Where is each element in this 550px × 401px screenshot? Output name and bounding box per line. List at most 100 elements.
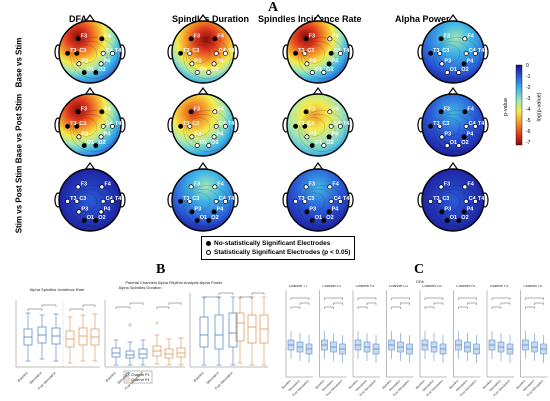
colorbar-tick-4: -4 [526,107,531,113]
electrode-f3 [188,184,194,190]
electrode-label: P4 [104,206,112,212]
electrode-label: O1 [87,215,94,221]
electrode-label: F4 [217,181,224,187]
electrode-f4 [212,109,218,115]
electrode-label: F3 [81,181,87,187]
electrode-label: T4 [343,196,350,202]
electrode-label: T4 [228,48,235,54]
panel-c-letter: C [414,262,425,277]
electrode-label: P3 [194,131,201,137]
contour-line [72,113,108,145]
significance-bracket [82,304,96,307]
significance-bracket [357,297,377,300]
box-b2-baseline-p3 [111,339,121,366]
electrode-label: T3 [70,196,76,202]
electrode-o2 [321,218,327,224]
electrode-label: F4 [217,106,224,112]
significance-bracket [218,292,234,295]
electrode-t4 [472,50,478,56]
electrode-label: F3 [194,106,200,112]
electrode-p3 [189,61,195,67]
electrode-f3 [438,36,444,42]
electrode-label: T3 [433,196,439,202]
contour-line [433,185,481,227]
electrode-label: O1 [200,140,207,146]
electrode-f3 [75,184,81,190]
significance-bracket [391,297,410,300]
electrode-o2 [321,70,327,76]
electrode-p3 [439,209,445,215]
electrode-label: C3 [307,196,314,202]
electrode-p4 [461,61,467,67]
contour-line [70,110,118,152]
electrode-p3 [76,209,82,215]
electrode-label: C3 [79,48,86,54]
electrode-o2 [93,70,99,76]
head-outline [58,93,122,157]
electrode-label: F3 [444,106,450,112]
outlier-point [155,321,159,325]
contour-line [298,110,346,152]
electrode-label: C4 [219,121,227,127]
electrode-t3 [428,50,434,56]
electrode-label: O2 [211,67,218,73]
electrode-label: P4 [217,131,225,137]
significance-bracket [433,302,444,305]
contour-line [433,37,481,79]
electrode-label: F3 [444,33,450,39]
electrode-label: O2 [98,215,105,221]
box-c5-0: Baseline [448,331,462,390]
topomap-r0-c3: F3 F4 C3 C4 P3 P4 O1 O2 T3 T4 [417,13,489,84]
electrode-label: C4 [106,196,114,202]
electrode-c3 [74,198,80,204]
electrode-label: O1 [87,140,94,146]
electrode-label: P3 [444,206,451,212]
electrode-label: F4 [332,181,339,187]
electrode-p3 [189,209,195,215]
legend-item-sig: Statistically Significant Electrodes (p … [206,248,350,257]
box-b1-post-p3 [51,313,61,362]
electrode-label: P3 [81,58,88,64]
significance-bracket [357,306,368,309]
head-outline [171,168,235,232]
legend-swatch-p4 [125,377,130,382]
electrode-label: P4 [217,206,225,212]
electrode-label: T4 [343,121,350,127]
electrode-label: F3 [194,181,200,187]
topomap-r2-c0: F3 F4 C3 C4 P3 P4 O1 O2 T3 T4 [54,161,126,232]
panel-b-xlabel-2-0: Baseline [193,371,205,383]
electrode-label: C3 [442,48,449,54]
electrode-label: O1 [315,140,322,146]
panel-c-xlabel: Baseline [415,379,426,390]
box-b1-stim-p4 [78,314,88,362]
electrode-label: P3 [444,58,451,64]
electrode-c3 [74,50,80,56]
electrode-label: O2 [211,215,218,221]
electrode-p4 [211,61,217,67]
electrode-o1 [444,218,450,224]
electrode-label: F4 [467,106,474,112]
box-b3-stim-p4 [247,296,257,366]
electrode-t4 [337,50,343,56]
electrode-p3 [189,134,195,140]
panel-b-group-title: Parietal Channels Alpha Rhythm Analysis [125,280,199,285]
electrode-t4 [337,123,343,129]
electrode-label: T4 [228,121,235,127]
electrode-t4 [109,50,115,56]
electrode-f3 [303,109,309,115]
electrode-label: F4 [332,33,339,39]
electrode-label: P4 [104,58,112,64]
electrode-o1 [309,143,315,149]
electrode-label: P4 [332,131,340,137]
electrode-label: C3 [307,48,314,54]
electrode-o2 [206,143,212,149]
electrode-label: F3 [309,181,315,187]
electrode-p4 [461,209,467,215]
panel-c-channel-title: Channel T8 [523,285,542,288]
electrode-p3 [304,61,310,67]
panel-c-xlabel: Baseline [448,379,459,390]
box-c6-0: Baseline [482,331,496,390]
electrode-o1 [444,70,450,76]
significance-bracket [69,308,84,311]
electrode-c3 [74,123,80,129]
